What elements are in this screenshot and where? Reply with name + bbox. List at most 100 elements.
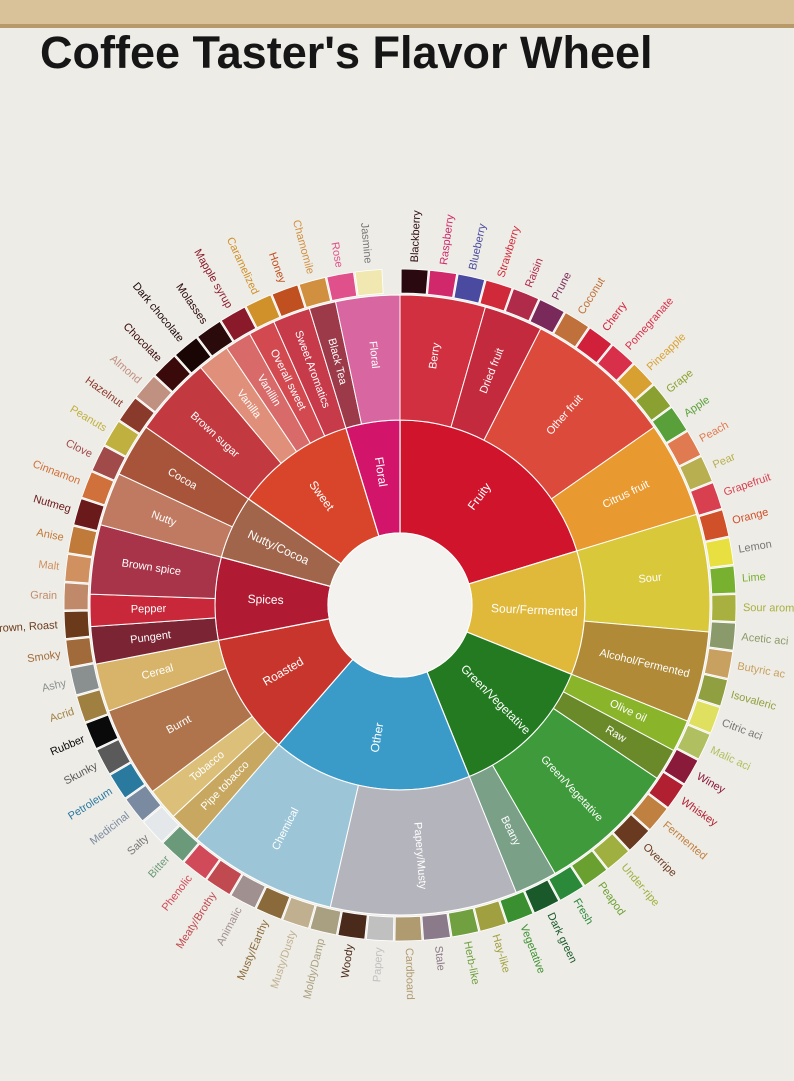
flavor-swatch	[65, 637, 94, 668]
flavor-swatch	[271, 284, 306, 317]
flavor-swatch	[679, 455, 713, 491]
flavor-label: Blackberry	[409, 210, 423, 263]
flavor-label: Malt	[38, 559, 60, 573]
flavor-swatch	[708, 621, 736, 651]
flavor-swatch	[337, 911, 368, 940]
flavor-swatch	[687, 699, 721, 734]
flavor-swatch	[631, 793, 668, 831]
flavor-swatch	[197, 320, 234, 357]
flavor-swatch	[648, 771, 685, 809]
title: Coffee Taster's Flavor Wheel	[40, 27, 653, 78]
flavor-swatch	[474, 900, 507, 932]
flavor-swatch	[663, 748, 699, 785]
flavor-swatch	[698, 509, 730, 542]
flavor-label: Smoky	[26, 648, 61, 665]
flavor-swatch	[651, 406, 688, 443]
flavor-swatch	[73, 498, 105, 531]
flavor-swatch	[427, 269, 458, 298]
flavor-swatch	[282, 896, 316, 929]
flavor-swatch	[553, 312, 590, 348]
flavor-swatch	[298, 276, 331, 308]
flavor-label: Acetic aci	[741, 631, 789, 647]
flavor-label: Lemon	[738, 538, 773, 555]
flavor-label: Cardboard	[403, 948, 416, 1000]
flavor-swatch	[709, 565, 737, 595]
flavor-swatch	[504, 288, 540, 322]
flavor-label: Rose	[328, 241, 344, 268]
category-label: Sour/Fermented	[491, 601, 578, 619]
flavor-swatch	[183, 843, 220, 880]
flavor-swatch	[142, 805, 180, 843]
flavor-swatch	[635, 384, 672, 421]
subcategory-segment	[334, 294, 401, 425]
flavor-swatch	[705, 537, 734, 568]
flavor-swatch	[326, 271, 358, 301]
flavor-swatch	[174, 337, 212, 374]
flavor-swatch	[365, 914, 395, 942]
flavor-swatch	[394, 915, 423, 942]
flavor-swatch	[690, 482, 723, 516]
flavor-swatch	[612, 814, 650, 851]
flavor-swatch	[499, 891, 534, 924]
flavor-swatch	[255, 886, 291, 920]
flavor-swatch	[162, 825, 199, 862]
flavor-swatch	[479, 279, 513, 312]
flavor-swatch	[118, 397, 155, 434]
flavor-label: Anise	[35, 527, 64, 544]
flavor-swatch	[109, 762, 146, 799]
subcategory-label: Pepper	[131, 603, 167, 616]
flavor-swatch	[125, 784, 162, 822]
flavor-swatch	[64, 553, 93, 584]
wooden-bar	[0, 0, 794, 26]
flavor-swatch	[447, 907, 480, 938]
flavor-swatch	[96, 739, 131, 775]
flavor-swatch	[230, 874, 266, 909]
subcategory-label: Sour	[638, 571, 663, 585]
subcategory-label: Floral	[366, 341, 381, 370]
flavor-swatch	[154, 355, 191, 393]
flavor-swatch	[91, 445, 126, 481]
flavor-swatch	[81, 471, 115, 506]
flavor-label: Sour aroma	[743, 602, 794, 615]
flavor-label: Jasmine	[358, 222, 374, 264]
flavor-swatch	[85, 714, 119, 750]
flavor-swatch	[206, 859, 243, 896]
flavor-label: Stale	[432, 945, 447, 971]
flavor-swatch	[711, 594, 737, 622]
subcategory-label: Berry	[427, 342, 443, 370]
flavor-swatch	[69, 663, 100, 696]
flavor-swatch	[104, 420, 140, 457]
flavor-label: Grain	[30, 589, 57, 602]
flavor-label: Woody	[339, 943, 356, 979]
wooden-bar-edge	[0, 24, 794, 28]
flavor-swatch	[597, 344, 634, 381]
flavor-swatch	[575, 327, 613, 364]
center-hole	[327, 532, 473, 678]
flavor-swatch	[704, 648, 734, 679]
flavor-swatch	[571, 850, 608, 887]
flavor-swatch	[592, 833, 630, 870]
flavor-swatch	[548, 865, 584, 901]
subcategory-label: Pungent	[130, 629, 172, 646]
flavor-label: Papery	[371, 947, 385, 983]
flavor-swatch	[524, 879, 560, 914]
flavor-swatch	[135, 375, 172, 413]
flavor-label: Brown, Roast	[0, 619, 58, 635]
flavor-swatch	[354, 269, 384, 297]
flavor-swatch	[697, 674, 728, 707]
category-label: Spices	[247, 592, 283, 607]
flavor-swatch	[666, 430, 702, 467]
flavor-swatch	[400, 268, 429, 295]
flavor-swatch	[67, 525, 98, 557]
flavor-swatch	[453, 273, 486, 304]
flavor-label: Ashy	[41, 677, 68, 694]
flavor-label: Lime	[742, 571, 767, 585]
flavor-swatch	[529, 299, 565, 334]
category-label: Other	[368, 722, 387, 754]
flavor-swatch	[76, 689, 109, 723]
flavor-swatch	[220, 306, 257, 342]
flavor-swatch	[676, 724, 711, 760]
flavor-swatch	[63, 610, 90, 639]
